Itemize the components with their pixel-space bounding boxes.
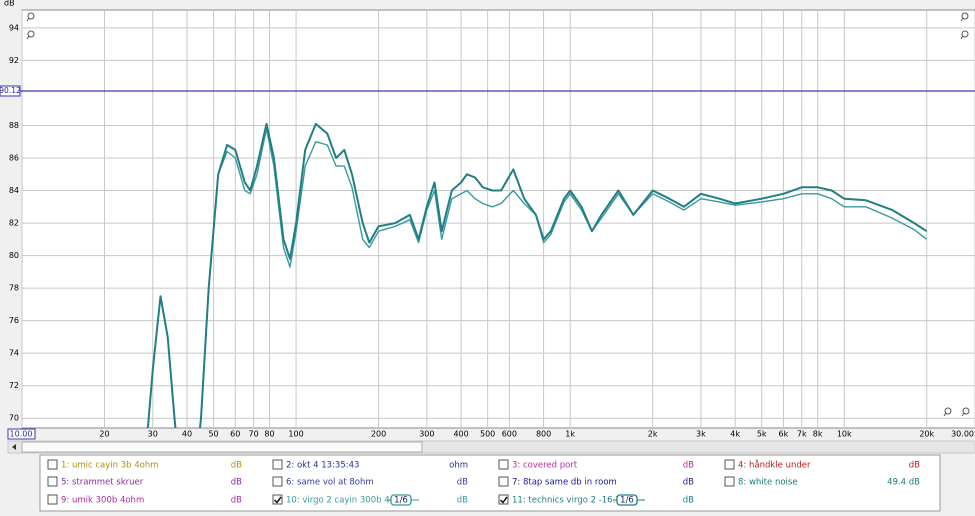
- response-curve: [147, 127, 928, 428]
- y-axis-label: dB: [4, 0, 15, 8]
- cursor-label-box: [0, 85, 21, 97]
- checkbox[interactable]: [47, 459, 58, 470]
- x-tick-label: 10.00: [10, 430, 33, 439]
- x-cursor-box: [7, 428, 36, 440]
- trace-unit: dB: [457, 478, 468, 488]
- checkbox[interactable]: [272, 494, 283, 505]
- x-tick-label: 2k: [648, 430, 658, 439]
- x-tick-label: 8k: [813, 430, 823, 439]
- smoothing-badge: [390, 494, 412, 506]
- y-tick-label: 72: [9, 381, 19, 390]
- x-tick-label: 10k: [837, 430, 852, 439]
- checkbox[interactable]: [724, 476, 735, 487]
- x-tick-label: 3k: [696, 430, 706, 439]
- x-tick-label: 80: [264, 430, 274, 439]
- cursor-label: 90.12: [0, 86, 21, 95]
- smoothing-badge: [616, 494, 638, 506]
- y-tick-label: 94: [9, 23, 19, 32]
- checkbox[interactable]: [498, 494, 509, 505]
- checkmark[interactable]: [499, 496, 508, 504]
- trace-unit: dB: [683, 461, 694, 471]
- x-tick-label: 800: [536, 430, 551, 439]
- plot-area: [21, 9, 975, 429]
- y-tick-label: 92: [9, 56, 19, 65]
- trace-unit: dB: [683, 478, 694, 488]
- trace-label[interactable]: 4: håndkle under: [738, 460, 811, 471]
- y-tick-label: 84: [9, 186, 19, 195]
- x-tick-label: 7k: [797, 430, 807, 439]
- y-tick-label: 78: [9, 284, 19, 293]
- x-tick-label: 500: [480, 430, 495, 439]
- checkbox[interactable]: [272, 459, 283, 470]
- trace-label[interactable]: 10: virgo 2 cayin 300b 4oh: [286, 496, 400, 506]
- x-tick-label: 200: [371, 430, 386, 439]
- checkbox[interactable]: [272, 476, 283, 487]
- y-tick-label: 76: [9, 316, 19, 325]
- y-tick-label: 70: [9, 414, 19, 423]
- x-tick-label: 20k: [919, 430, 934, 439]
- trace-label[interactable]: 8: white noise: [738, 478, 798, 488]
- response-curve: [146, 122, 928, 428]
- x-tick-label: 5k: [757, 430, 767, 439]
- checkmark[interactable]: [273, 496, 282, 504]
- checkbox[interactable]: [498, 476, 509, 487]
- trace-unit: ohm: [449, 461, 468, 471]
- x-tick-label: 20: [99, 430, 109, 439]
- trace-label[interactable]: 3: covered port: [512, 461, 578, 471]
- y-tick-label: 88: [9, 121, 19, 130]
- trace-label[interactable]: 5: strammet skruer: [61, 478, 144, 488]
- x-tick-label: 300: [419, 430, 434, 439]
- trace-unit: dB: [457, 496, 468, 506]
- x-tick-label: 6k: [779, 430, 789, 439]
- trace-label[interactable]: 11: technics virgo 2 -16.7d: [512, 496, 626, 506]
- checkbox[interactable]: [498, 459, 509, 470]
- smoothing-label: 1/6: [620, 496, 634, 506]
- trace-label[interactable]: 7: 8tap same db in room: [512, 478, 617, 488]
- x-tick-label: 100: [288, 430, 303, 439]
- scrollbar[interactable]: [7, 440, 975, 454]
- x-tick-label: 30: [148, 430, 158, 439]
- trace-label[interactable]: 1: umic cayin 3b 4ohm: [61, 461, 159, 471]
- x-tick-label: 4k: [730, 430, 740, 439]
- x-tick-label: 60: [230, 430, 240, 439]
- checkbox[interactable]: [724, 459, 735, 470]
- x-tick-label: 1k: [565, 430, 575, 439]
- x-tick-label: 400: [453, 430, 468, 439]
- y-tick-label: 82: [9, 219, 19, 228]
- zoom-icons[interactable]: [26, 12, 970, 417]
- trace-label[interactable]: 2: okt 4 13:35:43: [286, 461, 359, 471]
- trace-unit: dB: [231, 496, 242, 506]
- trace-unit: dB: [683, 496, 694, 506]
- trace-unit: dB: [909, 461, 920, 471]
- x-tick-label: 40: [182, 430, 192, 439]
- checkbox[interactable]: [47, 494, 58, 505]
- trace-label[interactable]: 6: same vol at 8ohm: [286, 478, 374, 488]
- smoothing-label: 1/6: [394, 496, 408, 506]
- trace-unit: dB: [231, 478, 242, 488]
- y-tick-label: 74: [9, 349, 19, 358]
- trace-label[interactable]: 9: umik 300b 4ohm: [61, 496, 144, 506]
- x-tick-label: 50: [208, 430, 218, 439]
- y-tick-label: 80: [9, 251, 19, 260]
- x-tick-label: 600: [502, 430, 517, 439]
- checkbox[interactable]: [47, 476, 58, 487]
- trace-unit: dB: [231, 461, 242, 471]
- y-tick-label: 86: [9, 154, 19, 163]
- x-tick-label: 70: [249, 430, 259, 439]
- legend-panel: [39, 454, 941, 512]
- x-tick-label: 30.00: [951, 430, 974, 439]
- trace-unit: 49.4 dB: [887, 478, 920, 488]
